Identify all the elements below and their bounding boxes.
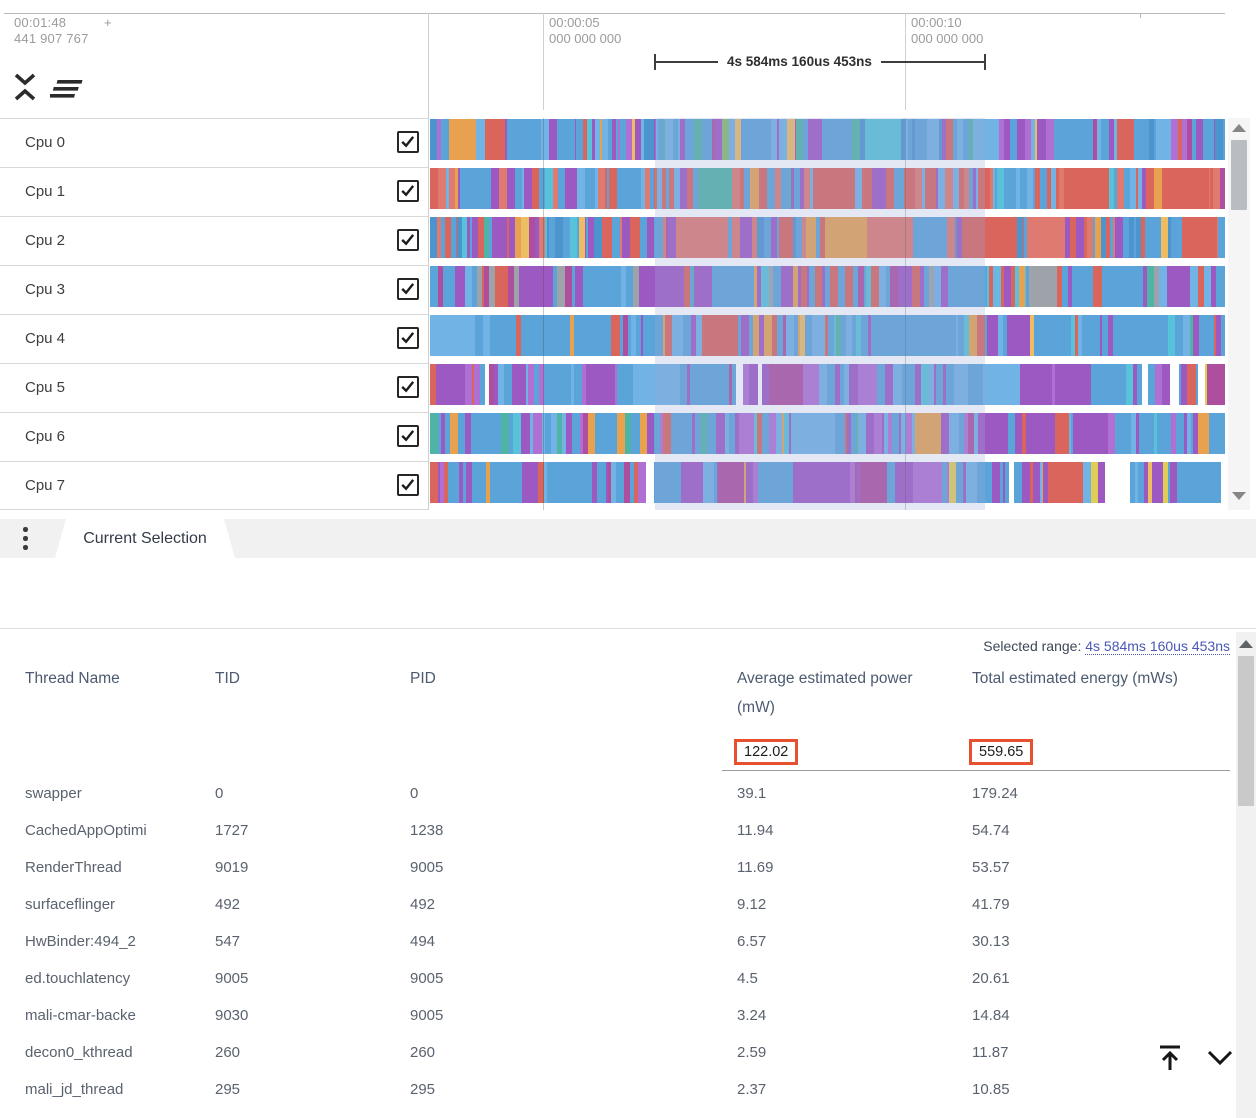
track-filter-icon[interactable]: [49, 78, 84, 105]
ruler-tick-5s: [543, 13, 544, 110]
checkmark-icon: [401, 136, 415, 148]
cpu-track-row: Cpu 7: [0, 461, 1256, 510]
table-row[interactable]: CachedAppOptimi 1727 1238 11.94 54.74: [25, 822, 1010, 839]
selected-range-link[interactable]: 4s 584ms 160us 453ns: [1085, 638, 1230, 655]
checkmark-icon: [401, 479, 415, 491]
summary-underline: [722, 770, 1230, 771]
table-row[interactable]: mali_jd_thread 295 295 2.37 10.85: [25, 1081, 1010, 1098]
table-row[interactable]: HwBinder:494_2 547 494 6.57 30.13: [25, 933, 1010, 950]
ruler-minor-tick: [1140, 13, 1141, 18]
gridline-5s: [543, 118, 544, 510]
cpu-track-slices[interactable]: [430, 413, 1225, 454]
table-row[interactable]: swapper 0 0 39.1 179.24: [25, 785, 1018, 802]
table-row[interactable]: decon0_kthread 260 260 2.59 11.87: [25, 1044, 1009, 1061]
track-checkbox[interactable]: [397, 474, 419, 496]
cpu-track-label: Cpu 0: [25, 134, 66, 151]
trace-origin-plus: +: [104, 15, 112, 30]
ruler-label-5s: 00:00:05 000 000 000: [549, 15, 622, 46]
col-header-avg-power: Average estimated power (mW): [737, 670, 913, 716]
trace-origin-time: 00:01:48: [14, 15, 67, 30]
cpu-track-row: Cpu 4: [0, 314, 1256, 363]
cpu-track-row: Cpu 6: [0, 412, 1256, 461]
gridline-10s: [905, 118, 906, 510]
ruler-label-10s: 00:00:10 000 000 000: [911, 15, 984, 46]
cpu-track-slices[interactable]: [430, 364, 1225, 405]
track-checkbox[interactable]: [397, 229, 419, 251]
col-header-tid: TID: [215, 670, 240, 687]
cpu-track-label: Cpu 1: [25, 183, 66, 200]
selected-range: Selected range: 4s 584ms 160us 453ns: [983, 638, 1230, 655]
track-checkbox[interactable]: [397, 425, 419, 447]
cpu-track-slices[interactable]: [430, 462, 1225, 503]
bottom-panel-tabbar: Current Selection: [0, 519, 1256, 1070]
track-checkbox[interactable]: [397, 376, 419, 398]
track-shell-divider: [428, 13, 429, 510]
checkmark-icon: [401, 332, 415, 344]
cpu-track-label: Cpu 2: [25, 232, 66, 249]
checkmark-icon: [401, 381, 415, 393]
tracks-scrollbar[interactable]: [1228, 118, 1250, 510]
tracks-scrollbar-thumb[interactable]: [1231, 140, 1247, 210]
col-header-thread-name: Thread Name: [25, 670, 120, 687]
collapse-all-icon[interactable]: [12, 72, 38, 107]
thread-table-body: swapper 0 0 39.1 179.24 CachedAppOptimi 1727 1…: [0, 775, 1232, 1118]
panel-divider: [0, 628, 1256, 629]
track-checkbox[interactable]: [397, 327, 419, 349]
cpu-track-row: Cpu 5: [0, 363, 1256, 412]
cpu-track-label: Cpu 4: [25, 330, 66, 347]
scroll-down-arrow-icon[interactable]: [1232, 492, 1246, 500]
summary-total-energy: 559.65: [969, 739, 1034, 765]
checkmark-icon: [401, 185, 415, 197]
track-checkbox[interactable]: [397, 131, 419, 153]
checkmark-icon: [401, 430, 415, 442]
col-header-total-energy: Total estimated energy (mWs): [972, 670, 1178, 687]
selected-range-label: Selected range:: [983, 638, 1082, 654]
ruler-top-line: [4, 13, 1225, 14]
cpu-track-label: Cpu 6: [25, 428, 66, 445]
checkmark-icon: [401, 234, 415, 246]
panel-menu-icon[interactable]: [18, 526, 32, 552]
timeline-tracks: Cpu 0 Cpu 1 Cpu 2 Cpu 3 Cpu 4: [0, 118, 1256, 510]
cpu-track-slices[interactable]: [430, 119, 1225, 160]
col-header-pid: PID: [410, 670, 436, 687]
table-scrollbar-thumb[interactable]: [1238, 656, 1254, 806]
detail-panel-header: Area Selection CPU by thread CPU by proc…: [0, 558, 1256, 628]
table-scrollbar[interactable]: [1236, 632, 1256, 1118]
cpu-track-label: Cpu 3: [25, 281, 66, 298]
table-row[interactable]: RenderThread 9019 9005 11.69 53.57: [25, 859, 1010, 876]
expand-panel-top-icon[interactable]: [1156, 1043, 1184, 1078]
tab-current-selection[interactable]: Current Selection: [55, 519, 235, 558]
trace-origin-offset: 441 907 767: [14, 31, 89, 46]
cpu-track-slices[interactable]: [430, 315, 1225, 356]
cpu-track-label: Cpu 5: [25, 379, 66, 396]
table-row[interactable]: surfaceflinger 492 492 9.12 41.79: [25, 896, 1010, 913]
cpu-track-row: Cpu 0: [0, 118, 1256, 167]
cpu-track-row: Cpu 2: [0, 216, 1256, 265]
cpu-track-slices[interactable]: [430, 217, 1225, 258]
cpu-track-row: Cpu 1: [0, 167, 1256, 216]
cpu-track-row: Cpu 3: [0, 265, 1256, 314]
track-checkbox[interactable]: [397, 278, 419, 300]
table-row[interactable]: mali-cmar-backe 9030 9005 3.24 14.84: [25, 1007, 1010, 1024]
scroll-up-arrow-icon[interactable]: [1239, 640, 1253, 648]
cpu-track-slices[interactable]: [430, 168, 1225, 209]
summary-avg-power: 122.02: [734, 739, 799, 765]
cpu-track-label: Cpu 7: [25, 477, 66, 494]
measure-end-tick: [984, 54, 986, 70]
measure-duration-label: 4s 584ms 160us 453ns: [718, 53, 881, 71]
checkmark-icon: [401, 283, 415, 295]
scroll-up-arrow-icon[interactable]: [1232, 124, 1246, 132]
table-row[interactable]: ed.touchlatency 9005 9005 4.5 20.61: [25, 970, 1010, 987]
cpu-track-slices[interactable]: [430, 266, 1225, 307]
track-checkbox[interactable]: [397, 180, 419, 202]
collapse-panel-icon[interactable]: [1204, 1047, 1236, 1074]
